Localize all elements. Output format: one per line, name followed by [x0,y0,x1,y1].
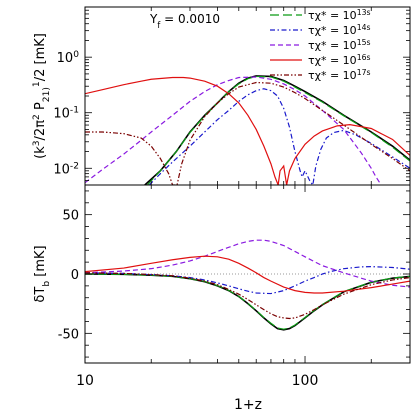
top-y-tick-label: 10-2 [53,161,79,177]
bottom-series-1e16 [85,255,410,294]
top-ticks: 10-2 10-1 100 [53,6,411,186]
bottom-series-baseline [85,273,410,331]
bottom-ticks: 10 100 -50 0 50 [58,185,411,389]
x-axis-label: 1+z [234,397,262,413]
bottom-y-tick-label: -50 [58,327,79,342]
top-series-1e17 [85,81,410,185]
x-tick-label: 10 [76,373,94,389]
top-annotation: Yf = 0.0010 [149,12,220,30]
top-series-1e16 [85,76,410,185]
x-tick-label: 100 [292,373,319,389]
legend-label: τχ* = 1017s [308,68,370,83]
bottom-series-1e13 [85,273,410,330]
top-series-1e13 [146,75,410,185]
bottom-series-1e15 [85,239,410,288]
top-axes-frame [84,6,411,186]
top-y-tick-label: 100 [57,50,80,66]
legend-entry: τχ* = 1015s [270,38,370,53]
top-series-1e14 [148,88,410,185]
legend-entry: τχ* = 1016s [270,53,370,68]
top-y-tick-label: 10-1 [53,106,79,122]
top-series-group [85,75,410,185]
legend-label: τχ* = 1016s [308,53,370,68]
bottom-series-group [85,239,410,331]
bottom-series-1e17 [85,272,410,320]
top-ylabel: (k3/2π2 P21)1/2 [mK] [32,33,52,159]
legend-label: τχ* = 1015s [308,38,370,53]
bottom-series-1e14 [85,266,410,295]
bottom-y-tick-label: 50 [62,209,79,224]
legend-label: τχ* = 1014s [308,23,370,38]
legend-entry: τχ* = 1013s [270,8,370,23]
top-series-baseline [144,75,410,185]
top-series-1e15 [85,76,382,185]
legend-entry: τχ* = 1014s [270,23,370,38]
legend-entry: τχ* = 1017s [270,68,370,83]
legend-label: τχ* = 1013s [308,8,370,23]
bottom-ylabel: δTb [mK] [33,245,52,302]
bottom-y-tick-label: 0 [71,268,79,283]
bottom-panel: 10 100 -50 0 50 δTb [mK] 1+z [33,184,411,413]
